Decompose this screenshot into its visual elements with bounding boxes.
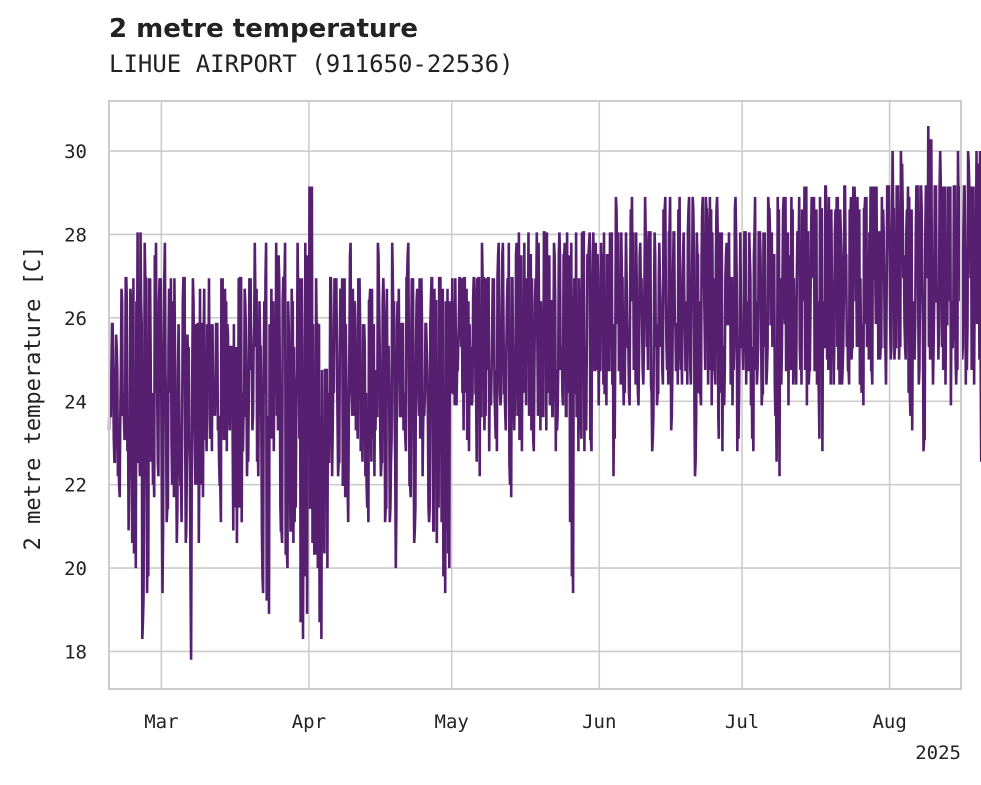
y-tick-labels: 18 20 22 24 26 28 30 <box>64 141 87 663</box>
y-tick-label: 26 <box>64 308 87 330</box>
year-label: 2025 <box>915 742 961 764</box>
chart-subtitle: LIHUE AIRPORT (911650-22536) <box>109 50 514 78</box>
y-tick-label: 28 <box>64 224 87 246</box>
x-tick-labels: Mar Apr May Jun Jul Aug <box>144 711 907 733</box>
x-tick-label: Mar <box>144 711 178 733</box>
series-line-temperature <box>107 125 981 660</box>
plot-frame <box>108 100 962 690</box>
y-tick-label: 18 <box>64 641 87 663</box>
y-tick-label: 24 <box>64 391 87 413</box>
x-tick-label: May <box>435 711 469 733</box>
y-tick-label: 20 <box>64 558 87 580</box>
x-tick-label: Jul <box>725 711 759 733</box>
y-tick-label: 30 <box>64 141 87 163</box>
chart-title: 2 metre temperature <box>109 14 418 44</box>
series-layer <box>107 125 981 660</box>
x-tick-label: Jun <box>582 711 616 733</box>
y-tick-label: 22 <box>64 475 87 497</box>
x-tick-label: Apr <box>292 711 326 733</box>
x-tick-label: Aug <box>872 711 906 733</box>
y-axis-label: 2 metre temperature [C] <box>21 246 46 551</box>
